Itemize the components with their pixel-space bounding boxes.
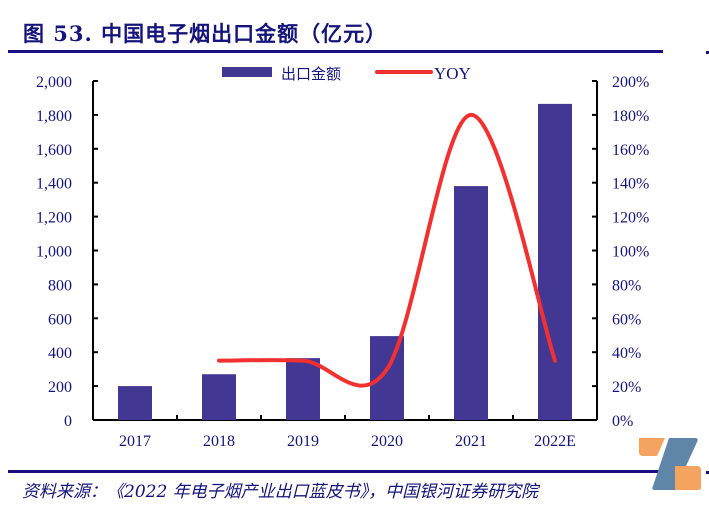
- title-rule-end: [706, 51, 709, 54]
- x-tick-label: 2021: [455, 433, 487, 450]
- bar-2022E: [538, 103, 572, 420]
- x-tick-label: 2022E: [534, 433, 576, 450]
- bar-2021: [454, 186, 488, 420]
- title-rule: [8, 50, 663, 53]
- source-note: 资料来源：《2022 年电子烟产业出口蓝皮书》，中国银河证券研究院: [22, 482, 539, 502]
- left-tick-label: 1,000: [36, 244, 72, 261]
- left-tick-label: 600: [48, 311, 72, 328]
- left-tick-label: 1,800: [36, 108, 72, 125]
- right-tick-label: 140%: [612, 176, 649, 193]
- bar-2020: [370, 336, 404, 420]
- chart: 0 200 400 600 800 1,000 1,200 1,400 1,600 1,800 2,…: [36, 64, 649, 450]
- right-tick-label: 120%: [612, 210, 649, 227]
- left-tick-label: 1,600: [36, 142, 72, 159]
- x-tick-label: 2018: [203, 433, 235, 450]
- right-tick-label: 20%: [612, 379, 641, 396]
- bar-2019: [286, 358, 320, 420]
- x-tick-label: 2020: [371, 433, 403, 450]
- figure-title: 图 53. 中国电子烟出口金额（亿元）: [23, 21, 388, 46]
- legend-label-line: YOY: [434, 64, 471, 83]
- legend-swatch-bar: [222, 67, 272, 77]
- right-tick-label: 200%: [612, 74, 649, 91]
- left-tick-label: 800: [48, 277, 72, 294]
- source-rule-end: [706, 471, 709, 474]
- left-tick-label: 200: [48, 379, 72, 396]
- left-tick-label: 2,000: [36, 74, 72, 91]
- bar-2018: [202, 374, 236, 420]
- legend-label-bar: 出口金额: [281, 66, 341, 83]
- source-rule: [8, 470, 663, 473]
- right-tick-label: 40%: [612, 345, 641, 362]
- x-tick-label: 2017: [119, 433, 151, 450]
- right-tick-label: 0%: [612, 413, 633, 430]
- left-tick-label: 0: [64, 413, 72, 430]
- right-tick-label: 180%: [612, 108, 649, 125]
- right-tick-label: 100%: [612, 244, 649, 261]
- left-tick-label: 400: [48, 345, 72, 362]
- x-tick-label: 2019: [287, 433, 319, 450]
- left-tick-label: 1,200: [36, 210, 72, 227]
- bar-2017: [118, 386, 152, 420]
- right-tick-label: 80%: [612, 277, 641, 294]
- right-tick-label: 60%: [612, 311, 641, 328]
- right-tick-label: 160%: [612, 142, 649, 159]
- logo-icon: [639, 438, 701, 490]
- left-tick-label: 1,400: [36, 176, 72, 193]
- yoy-line: [217, 112, 557, 388]
